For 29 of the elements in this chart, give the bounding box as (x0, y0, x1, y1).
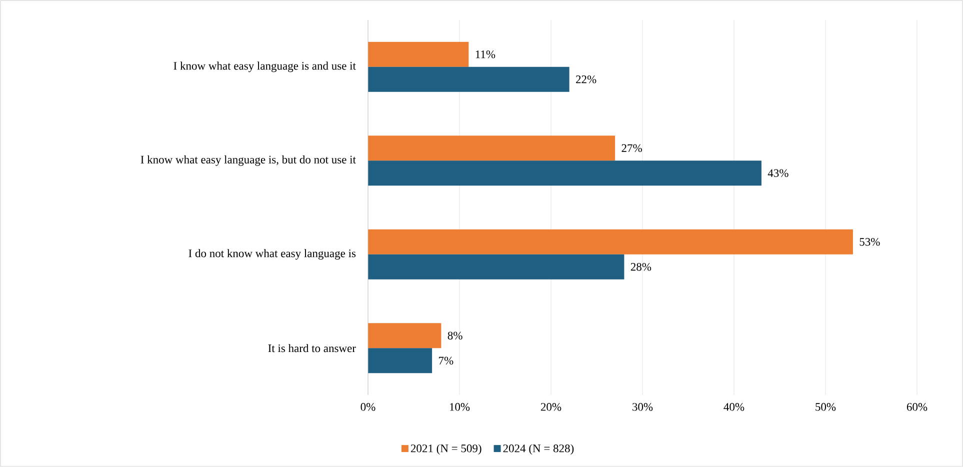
data-label: 43% (768, 169, 788, 178)
data-label: 8% (448, 332, 462, 340)
data-label: 22% (576, 75, 596, 84)
data-label: 7% (439, 356, 454, 365)
bar (368, 160, 762, 186)
x-tick-label: 40% (724, 403, 744, 411)
x-tick-label: 60% (906, 403, 928, 411)
x-tick-label: 20% (540, 403, 562, 411)
bar (368, 254, 624, 280)
bar (368, 42, 469, 67)
bar (368, 229, 853, 254)
data-label: 11% (476, 50, 496, 58)
data-label: 53% (860, 238, 880, 246)
x-tick-label: 0% (360, 403, 376, 411)
y-tick-label: I know what easy language is and use it (174, 62, 356, 72)
bar (368, 348, 432, 374)
data-label: 27% (622, 144, 642, 152)
x-tick-label: 50% (816, 403, 836, 411)
bar (368, 136, 616, 161)
bar (368, 323, 442, 348)
y-tick-label: It is hard to answer (268, 344, 356, 352)
legend-label: 2024 (N = 828) (503, 444, 574, 455)
bar (368, 66, 570, 92)
legend-label: 2021 (N = 509) (410, 444, 482, 455)
data-label: 28% (630, 262, 652, 271)
x-tick-label: 10% (450, 403, 470, 411)
x-tick-label: 30% (632, 403, 653, 411)
y-tick-label: I do not know what easy language is (188, 249, 356, 260)
y-tick-label: I know what easy language is, but do not use it (140, 155, 356, 166)
